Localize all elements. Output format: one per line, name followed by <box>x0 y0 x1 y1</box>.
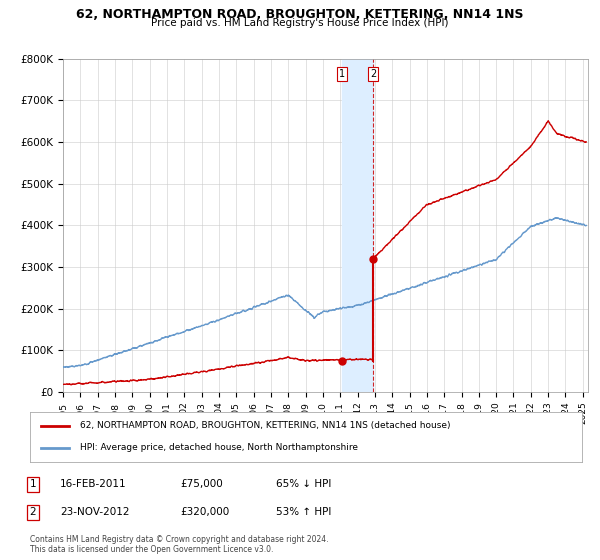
Text: HPI: Average price, detached house, North Northamptonshire: HPI: Average price, detached house, Nort… <box>80 444 358 452</box>
Text: 62, NORTHAMPTON ROAD, BROUGHTON, KETTERING, NN14 1NS (detached house): 62, NORTHAMPTON ROAD, BROUGHTON, KETTERI… <box>80 421 450 430</box>
Text: 2: 2 <box>370 69 376 79</box>
Bar <box>343 59 373 392</box>
Text: 1: 1 <box>339 69 346 79</box>
Text: 23-NOV-2012: 23-NOV-2012 <box>60 507 130 517</box>
Text: 53% ↑ HPI: 53% ↑ HPI <box>276 507 331 517</box>
Text: 65% ↓ HPI: 65% ↓ HPI <box>276 479 331 489</box>
Text: 16-FEB-2011: 16-FEB-2011 <box>60 479 127 489</box>
Text: £320,000: £320,000 <box>180 507 229 517</box>
Text: 2: 2 <box>29 507 37 517</box>
Text: £75,000: £75,000 <box>180 479 223 489</box>
Text: Price paid vs. HM Land Registry's House Price Index (HPI): Price paid vs. HM Land Registry's House … <box>151 18 449 28</box>
Text: 62, NORTHAMPTON ROAD, BROUGHTON, KETTERING, NN14 1NS: 62, NORTHAMPTON ROAD, BROUGHTON, KETTERI… <box>76 8 524 21</box>
Text: Contains HM Land Registry data © Crown copyright and database right 2024.
This d: Contains HM Land Registry data © Crown c… <box>30 535 329 554</box>
Text: 1: 1 <box>29 479 37 489</box>
